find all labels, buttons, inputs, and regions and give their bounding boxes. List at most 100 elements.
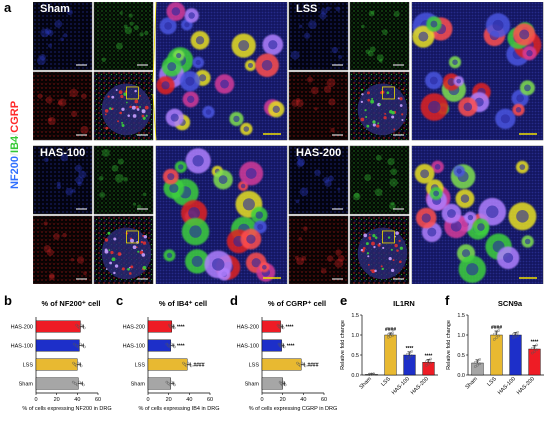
x-tick-label: 0 xyxy=(260,397,263,403)
y-tick-label: LSS xyxy=(135,363,146,369)
data-point xyxy=(531,346,534,350)
neuron-nucleus xyxy=(195,59,201,66)
y-tick-label: 1.5 xyxy=(351,313,359,319)
tissue-dot xyxy=(128,266,131,269)
neuron-nucleus xyxy=(176,52,182,59)
panel-b-letter: b xyxy=(4,293,12,308)
y-tick-label: 1.0 xyxy=(457,333,465,339)
neuron-nucleus xyxy=(170,113,179,122)
micrograph-ib4 xyxy=(93,1,154,71)
tissue-dot xyxy=(118,90,123,95)
cell-blob xyxy=(314,107,318,111)
cell-blob xyxy=(53,233,60,240)
cell-blob xyxy=(54,20,63,28)
tissue-dot xyxy=(372,123,376,127)
cell-blob xyxy=(43,157,49,163)
cell-blob xyxy=(114,173,124,183)
tissue-dot xyxy=(399,260,402,264)
cell-blob xyxy=(40,28,50,38)
neuron-nucleus xyxy=(185,76,195,86)
y-tick-label: HAS-100 xyxy=(237,344,259,350)
data-point xyxy=(188,363,191,366)
data-point xyxy=(300,361,304,365)
bar xyxy=(403,354,416,376)
tissue-dot xyxy=(120,94,124,99)
neuron-nucleus xyxy=(516,94,524,103)
stain-label: NF200/IB4/CGRP xyxy=(0,40,30,250)
tissue-dot xyxy=(390,248,393,251)
cell-blob xyxy=(310,86,319,95)
chart-c: % of IB4⁺ cell 0 20 40 60 % of cells expressi… xyxy=(112,293,228,419)
panel-e-letter: e xyxy=(340,293,348,308)
tissue-dot xyxy=(119,111,122,115)
tissue-dot xyxy=(104,238,109,242)
neuron-nucleus xyxy=(467,214,474,221)
tissue-dot xyxy=(366,252,370,255)
cell-blob xyxy=(137,204,142,209)
x-tick-label: HAS-200 xyxy=(516,376,536,396)
cell-blob xyxy=(123,24,128,29)
x-tick-label: 60 xyxy=(321,397,327,403)
neuron-nucleus xyxy=(516,210,529,223)
data-point xyxy=(410,350,413,353)
data-point xyxy=(497,329,501,332)
micrograph-cgrp xyxy=(288,215,349,285)
data-point xyxy=(474,365,477,368)
data-point xyxy=(389,335,392,338)
data-point xyxy=(514,332,517,335)
bar xyxy=(422,361,435,376)
neuron-nucleus xyxy=(205,109,212,115)
cell-blob xyxy=(364,174,372,181)
tissue-dot xyxy=(361,88,364,91)
data-point xyxy=(167,382,170,385)
neuron-nucleus xyxy=(503,252,514,263)
neuron-nucleus xyxy=(429,76,438,85)
data-point xyxy=(297,363,301,366)
neuron-nucleus xyxy=(247,62,253,68)
data-point xyxy=(302,363,305,366)
data-point xyxy=(387,333,390,336)
cell-blob xyxy=(375,154,382,161)
data-point xyxy=(173,326,176,330)
bar xyxy=(261,377,283,390)
tissue-dot xyxy=(111,257,116,262)
zoom-box xyxy=(382,230,395,244)
stain-label-part: / xyxy=(9,132,21,136)
cell-blob xyxy=(69,88,79,98)
neuron-nucleus xyxy=(456,78,462,84)
neuron-nucleus xyxy=(261,59,273,71)
y-tick-label: Sham xyxy=(131,382,146,388)
neuron-nucleus xyxy=(486,205,499,218)
cell-blob xyxy=(48,272,55,279)
cell-blob xyxy=(297,158,306,166)
data-point xyxy=(167,344,170,347)
x-tick-label: 0 xyxy=(146,397,149,403)
data-point xyxy=(73,382,77,385)
data-point xyxy=(83,326,86,330)
cell-blob xyxy=(123,176,128,182)
cell-blob xyxy=(326,255,334,262)
significance-mark: #### xyxy=(307,363,318,369)
cell-blob xyxy=(43,221,48,226)
micrograph-ib4 xyxy=(349,145,410,215)
tissue-dot xyxy=(142,265,147,270)
micrograph-ib4 xyxy=(349,1,410,71)
neuron-nucleus xyxy=(433,190,440,197)
tissue-dot xyxy=(367,98,371,102)
neuron-nucleus xyxy=(447,78,456,86)
micrograph-ib4 xyxy=(93,145,154,215)
tissue-dot xyxy=(366,91,370,95)
data-point xyxy=(78,363,81,366)
tissue-dot xyxy=(367,255,370,258)
tissue-dot xyxy=(136,108,140,111)
tissue-dot xyxy=(397,97,400,100)
significance-mark: **** xyxy=(286,325,294,331)
significance-mark: #### xyxy=(491,325,502,331)
cell-blob xyxy=(290,50,300,60)
neuron-nucleus xyxy=(428,100,441,114)
bar xyxy=(384,334,397,376)
tissue-dot xyxy=(368,236,372,240)
cell-blob xyxy=(327,175,334,182)
tissue-dot xyxy=(360,100,364,104)
cell-blob xyxy=(374,188,383,197)
